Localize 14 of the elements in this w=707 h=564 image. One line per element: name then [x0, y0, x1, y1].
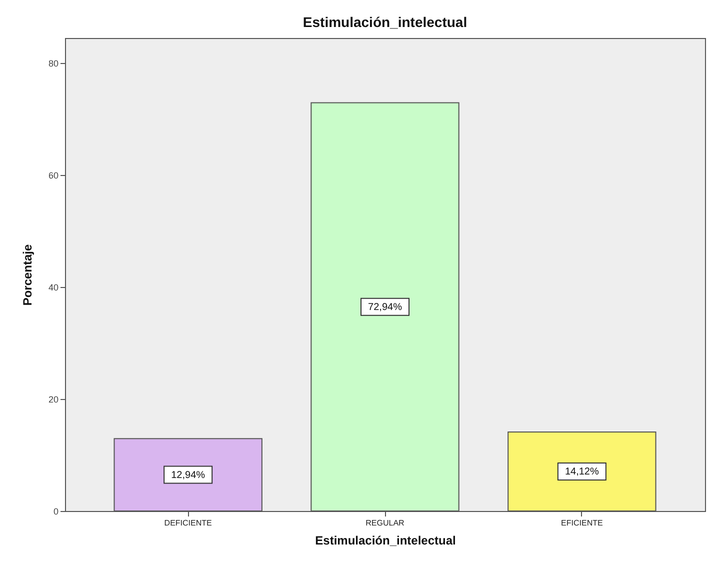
data-label: 72,94% [368, 302, 402, 313]
y-tick-label: 20 [48, 394, 58, 405]
x-tick-label: DEFICIENTE [164, 518, 212, 528]
y-tick-label: 80 [48, 58, 58, 69]
data-label: 12,94% [171, 470, 206, 481]
x-axis-title: Estimulación_intelectual [315, 534, 456, 548]
y-tick-label: 60 [48, 170, 58, 181]
data-label: 14,12% [564, 466, 599, 478]
x-tick-label: EFICIENTE [561, 518, 603, 528]
y-axis-title: Porcentaje [20, 244, 34, 306]
chart-title: Estimulación_intelectual [302, 14, 468, 30]
x-tick-label: REGULAR [366, 518, 405, 528]
y-tick-label: 40 [48, 282, 58, 293]
y-tick-label: 0 [53, 506, 58, 516]
